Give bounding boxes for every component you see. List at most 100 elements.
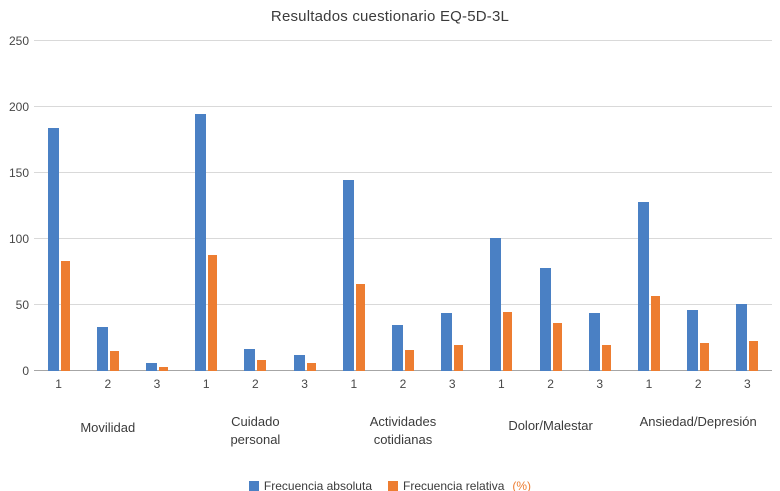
x-tick-label: 1 (645, 377, 653, 391)
bar-frecuencia-relativa (749, 340, 759, 371)
bar-frecuencia-relativa (60, 261, 70, 371)
bar-frecuencia-relativa (601, 344, 611, 371)
bar-frecuencia-relativa (700, 343, 710, 371)
bar-cluster (734, 41, 760, 371)
bar-frecuencia-relativa (503, 311, 513, 371)
legend-label-relativa-pct: (%) (512, 479, 532, 491)
bar-cluster (390, 41, 416, 371)
category-label: Movilidad (80, 420, 136, 435)
gridline (34, 238, 772, 239)
bar-group (329, 41, 477, 371)
bar-frecuencia-absoluta (637, 202, 649, 371)
x-tick-group: 1 2 3 (34, 377, 182, 391)
plot-area (34, 40, 772, 371)
x-tick-label: 2 (252, 377, 259, 391)
bar-frecuencia-relativa (158, 367, 168, 371)
bar-frecuencia-relativa (404, 349, 414, 371)
y-tick-label: 50 (15, 298, 29, 312)
bar-frecuencia-relativa (454, 344, 464, 371)
y-tick-label: 100 (8, 232, 29, 246)
bar-cluster (95, 41, 121, 371)
category-label: Ansiedad/Depresión (639, 414, 757, 429)
bar-cluster (587, 41, 613, 371)
bar-cluster (685, 41, 711, 371)
legend: Frecuencia absoluta Frecuencia relativa … (0, 479, 780, 491)
x-tick-label: 3 (153, 377, 161, 391)
x-tick-label: 2 (104, 377, 112, 391)
bar-cluster (538, 41, 564, 371)
bar-group (34, 41, 182, 371)
bar-frecuencia-absoluta (145, 363, 157, 371)
gridline (34, 304, 772, 305)
bar-groups (34, 41, 772, 371)
x-tick-group: 1 2 3 (624, 377, 772, 391)
legend-label-absoluta: Frecuencia absoluta (263, 479, 372, 491)
bar-frecuencia-relativa (257, 360, 267, 371)
x-tick-group: 1 2 3 (329, 377, 477, 391)
bar-cluster (488, 41, 514, 371)
x-tick-label: 2 (399, 377, 407, 391)
x-axis-line (34, 370, 772, 371)
category-label: Cuidado personal (230, 414, 281, 448)
y-tick-label: 150 (8, 166, 29, 180)
x-tick-label: 2 (547, 377, 554, 391)
bar-frecuencia-absoluta (391, 324, 403, 371)
gridline (34, 172, 772, 173)
bar-frecuencia-relativa (208, 254, 218, 371)
bar-frecuencia-absoluta (96, 327, 108, 371)
bar-group (182, 41, 330, 371)
bar-group (624, 41, 772, 371)
bar-frecuencia-absoluta (539, 268, 551, 371)
x-tick-label: 3 (744, 377, 751, 391)
bar-cluster (242, 41, 268, 371)
x-tick-group: 1 2 3 (182, 377, 330, 391)
bar-frecuencia-absoluta (736, 303, 748, 371)
bar-cluster (193, 41, 219, 371)
bar-frecuencia-absoluta (47, 128, 59, 371)
bar-frecuencia-absoluta (490, 237, 502, 371)
x-tick-group: 1 2 3 (477, 377, 625, 391)
bar-cluster (46, 41, 72, 371)
bar-group (477, 41, 625, 371)
x-tick-label: 2 (694, 377, 702, 391)
bar-cluster (292, 41, 318, 371)
bar-frecuencia-absoluta (588, 312, 600, 371)
bar-frecuencia-absoluta (342, 179, 354, 371)
bar-frecuencia-relativa (109, 351, 119, 371)
x-tick-label: 3 (448, 377, 456, 391)
legend-item-absoluta: Frecuencia absoluta (248, 479, 372, 491)
x-tick-label: 3 (301, 377, 308, 391)
x-tick-label: 1 (202, 377, 210, 391)
y-tick-label: 0 (22, 364, 29, 378)
legend-item-relativa: Frecuencia relativa (%) (388, 479, 531, 491)
bar-cluster (439, 41, 465, 371)
bar-cluster (144, 41, 170, 371)
bar-cluster (341, 41, 367, 371)
bar-frecuencia-relativa (306, 363, 316, 371)
bar-frecuencia-relativa (552, 323, 562, 371)
legend-label-relativa: Frecuencia relativa (403, 479, 505, 491)
y-axis: 0 50 100 150 200 250 (4, 34, 34, 378)
bar-frecuencia-absoluta (195, 113, 207, 371)
chart-body: 0 50 100 150 200 250 (0, 34, 780, 378)
chart-title: Resultados cuestionario EQ-5D-3L (270, 8, 510, 25)
bar-cluster (636, 41, 662, 371)
x-tick-label: 1 (498, 377, 505, 391)
gridline (34, 106, 772, 107)
bar-frecuencia-relativa (355, 283, 365, 371)
y-tick-label: 200 (8, 100, 29, 114)
category-label: Actividades cotidianas (369, 414, 437, 448)
bar-frecuencia-absoluta (244, 348, 256, 371)
bar-frecuencia-absoluta (687, 310, 699, 371)
bar-frecuencia-absoluta (441, 312, 453, 371)
x-tick-label: 3 (596, 377, 604, 391)
x-tick-label: 1 (350, 377, 358, 391)
bar-frecuencia-absoluta (293, 355, 305, 371)
category-labels: Movilidad Cuidado personal Actividades cot… (0, 413, 780, 449)
x-ticks: 1 2 3 1 2 3 1 2 3 1 2 3 1 2 3 (0, 377, 780, 391)
bar-frecuencia-relativa (650, 295, 660, 371)
legend-swatch-relativa (388, 481, 398, 491)
x-tick-label: 1 (55, 377, 62, 391)
category-label: Dolor/Malestar (508, 418, 593, 433)
